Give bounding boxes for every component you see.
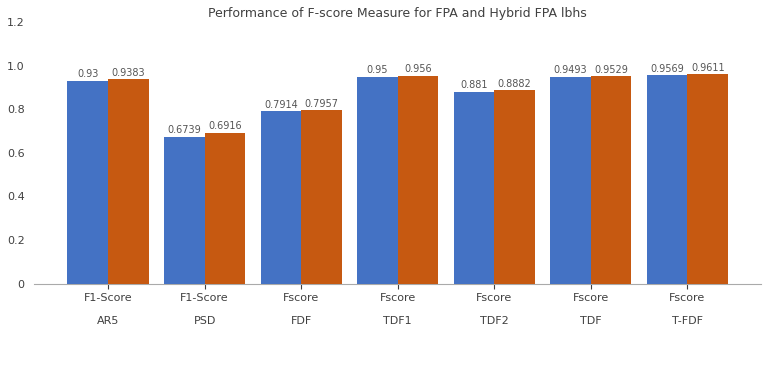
Bar [454,92,495,284]
Bar [687,74,728,284]
Text: 0.8882: 0.8882 [498,79,531,88]
Bar [495,90,535,284]
Text: 0.9569: 0.9569 [650,64,684,74]
Bar [204,133,245,284]
Bar [398,76,439,284]
Text: 0.7957: 0.7957 [304,99,339,109]
Bar [164,137,204,284]
Bar [591,76,631,284]
Text: 0.95: 0.95 [366,65,388,75]
Title: Performance of F-score Measure for FPA and Hybrid FPA lbhs: Performance of F-score Measure for FPA a… [208,7,587,20]
Text: 0.956: 0.956 [404,64,432,74]
Text: 0.9493: 0.9493 [554,65,588,75]
Text: 0.9383: 0.9383 [111,68,145,78]
Text: 0.6916: 0.6916 [208,121,242,131]
Bar [647,75,687,284]
Bar [108,79,148,284]
Bar [357,77,398,284]
Bar [551,77,591,284]
Bar [260,112,301,284]
Bar [68,81,108,284]
Text: 0.93: 0.93 [77,70,98,79]
Text: 0.9529: 0.9529 [594,65,628,74]
Text: 0.7914: 0.7914 [264,100,298,110]
Text: 0.6739: 0.6739 [167,125,201,135]
Text: 0.9611: 0.9611 [691,63,724,73]
Bar [301,110,342,284]
Text: 0.881: 0.881 [460,80,488,90]
